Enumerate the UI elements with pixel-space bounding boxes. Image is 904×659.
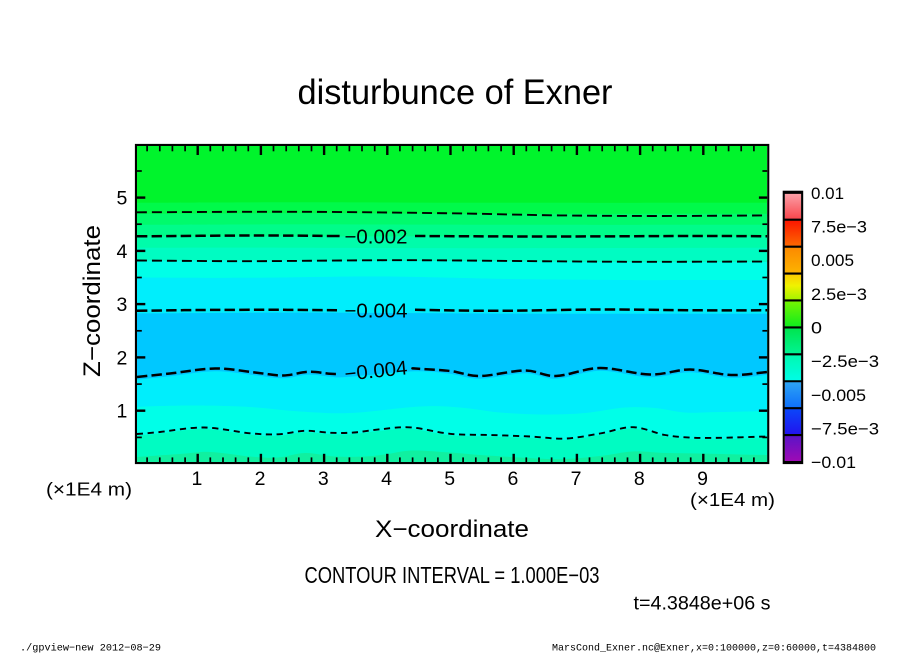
svg-text:disturbunce of Exner: disturbunce of Exner xyxy=(298,73,613,112)
svg-text:5: 5 xyxy=(444,468,455,490)
svg-text:1: 1 xyxy=(191,468,202,490)
svg-text:−0.002: −0.002 xyxy=(345,227,408,249)
svg-text:t=4.3848e+06 s: t=4.3848e+06 s xyxy=(634,594,771,615)
svg-text:−0.01: −0.01 xyxy=(811,453,856,472)
svg-text:9: 9 xyxy=(697,468,708,490)
svg-text:−7.5e−3: −7.5e−3 xyxy=(811,420,879,439)
svg-text:3: 3 xyxy=(117,294,128,316)
svg-text:2: 2 xyxy=(255,468,266,490)
svg-text:7.5e−3: 7.5e−3 xyxy=(811,218,867,237)
svg-text:Z−coordinate: Z−coordinate xyxy=(79,225,106,377)
svg-text:3: 3 xyxy=(318,468,329,490)
svg-text:2: 2 xyxy=(117,347,128,369)
svg-text:7: 7 xyxy=(571,468,582,490)
svg-text:4: 4 xyxy=(381,468,392,490)
svg-text:MarsCond_Exner.nc@Exner,x=0:10: MarsCond_Exner.nc@Exner,x=0:100000,z=0:6… xyxy=(552,643,876,655)
svg-text:0.01: 0.01 xyxy=(811,184,844,203)
svg-text:2.5e−3: 2.5e−3 xyxy=(811,285,867,304)
svg-text:−2.5e−3: −2.5e−3 xyxy=(811,352,879,371)
svg-text:CONTOUR INTERVAL = 1.000E−03: CONTOUR INTERVAL = 1.000E−03 xyxy=(305,562,600,588)
svg-text:−0.005: −0.005 xyxy=(811,386,866,405)
svg-text:./gpview−new 2012−08−29: ./gpview−new 2012−08−29 xyxy=(20,643,161,655)
svg-text:(×1E4 m): (×1E4 m) xyxy=(46,479,132,500)
svg-text:0: 0 xyxy=(811,319,822,338)
svg-text:−0.004: −0.004 xyxy=(345,301,408,323)
svg-text:0.005: 0.005 xyxy=(811,251,854,270)
svg-text:4: 4 xyxy=(117,241,128,263)
svg-text:6: 6 xyxy=(507,468,518,490)
svg-text:(×1E4 m): (×1E4 m) xyxy=(690,489,775,510)
svg-text:5: 5 xyxy=(117,188,128,210)
svg-text:8: 8 xyxy=(634,468,645,490)
svg-text:1: 1 xyxy=(117,401,128,423)
svg-text:X−coordinate: X−coordinate xyxy=(375,516,529,543)
